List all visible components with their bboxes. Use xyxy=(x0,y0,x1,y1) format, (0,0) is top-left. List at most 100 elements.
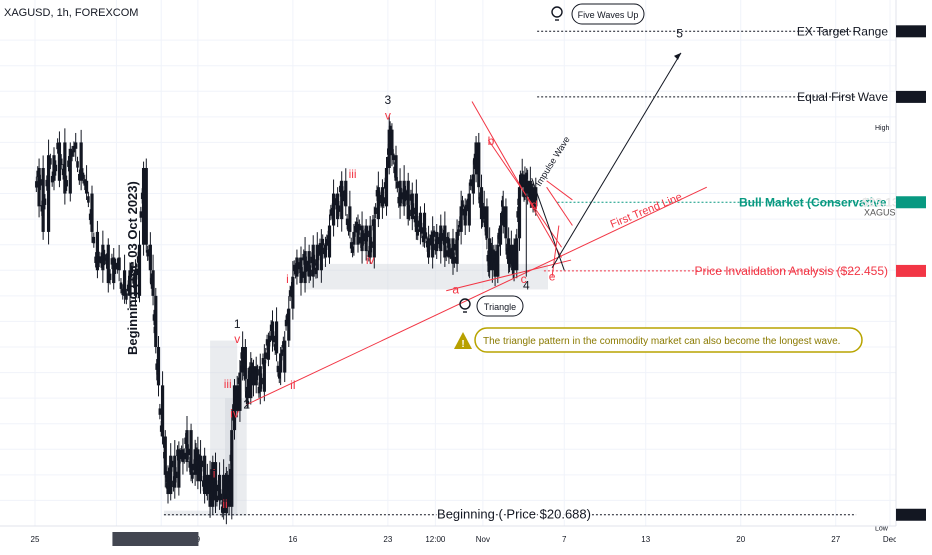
candle-body xyxy=(362,234,365,242)
candle-body xyxy=(321,238,325,246)
candle-body xyxy=(425,240,429,248)
candle-body xyxy=(65,180,68,187)
candle-body xyxy=(133,270,138,296)
candle-body xyxy=(382,197,386,204)
candle-body xyxy=(243,346,247,379)
price-tag-bg xyxy=(897,114,927,127)
candle-body xyxy=(57,142,62,181)
candle-body xyxy=(394,155,398,181)
candle-body xyxy=(517,187,522,239)
candle-body xyxy=(469,179,472,186)
candle-body xyxy=(288,290,292,297)
candle-body xyxy=(220,506,224,513)
invalidation-label: Price Invalidation Analysis ($22.455) xyxy=(695,264,888,278)
candle-body xyxy=(67,160,70,167)
candle-body xyxy=(56,142,59,150)
candle-body xyxy=(178,452,182,460)
candle-body xyxy=(515,238,519,271)
candle-body xyxy=(400,192,403,199)
candle-body xyxy=(182,452,186,460)
wave-label: 4 xyxy=(523,278,530,292)
candle-body xyxy=(514,238,518,246)
candle-body xyxy=(307,251,311,277)
candle-body xyxy=(299,257,303,284)
candle-body xyxy=(305,261,308,268)
candle-body xyxy=(265,339,269,346)
candle-body xyxy=(500,215,503,223)
candle-body xyxy=(59,158,63,165)
candle-body xyxy=(339,185,342,193)
candle-body xyxy=(505,248,509,255)
candle-body xyxy=(291,276,295,309)
candle-body xyxy=(512,244,516,271)
candle-body xyxy=(146,250,149,257)
candle-body xyxy=(473,156,477,164)
candle-body xyxy=(274,321,279,354)
candle-body xyxy=(117,257,121,271)
candle-body xyxy=(88,213,92,221)
candle-body xyxy=(315,244,319,271)
candle-body xyxy=(148,244,152,271)
beginning-price-label: Beginning ( Price $20.688) xyxy=(437,507,591,522)
wave-label: v xyxy=(385,108,391,122)
candle-body xyxy=(482,207,485,214)
candle-body xyxy=(156,373,159,381)
candle-body xyxy=(485,206,489,239)
candle-body xyxy=(224,477,227,484)
candle-body xyxy=(160,385,165,437)
candle-body xyxy=(525,172,529,180)
candle-body xyxy=(207,483,211,491)
candle-body xyxy=(54,164,58,172)
candle-body xyxy=(294,267,297,274)
candle-body xyxy=(344,180,348,207)
candle-body xyxy=(46,155,51,232)
candle-body xyxy=(37,167,41,207)
price-tag-label: Low xyxy=(875,525,889,532)
candle-body xyxy=(239,365,243,372)
candle-body xyxy=(440,232,444,240)
candle-body xyxy=(84,180,89,194)
candle-body xyxy=(144,167,148,245)
candle-body xyxy=(260,377,263,385)
candle-body xyxy=(250,362,253,369)
candle-body xyxy=(187,448,190,456)
wave-label: b xyxy=(488,134,495,148)
wave-label: 5 xyxy=(676,27,683,41)
candle-body xyxy=(201,480,205,487)
candle-body xyxy=(428,238,432,246)
candle-body xyxy=(270,321,275,341)
candle-body xyxy=(103,254,106,261)
candle-body xyxy=(266,340,271,360)
bulb-icon xyxy=(551,6,563,18)
candle-body xyxy=(363,233,367,240)
candle-body xyxy=(97,256,101,263)
candle-body xyxy=(466,198,470,206)
candle-body xyxy=(200,460,204,468)
candle-body xyxy=(185,430,189,463)
candle-body xyxy=(495,254,499,261)
candle-body xyxy=(110,258,114,265)
candle-body xyxy=(116,262,119,270)
candle-body xyxy=(76,161,79,168)
candle-body xyxy=(198,455,203,482)
candle-body xyxy=(164,471,168,478)
candle-body xyxy=(412,207,415,215)
candle-body xyxy=(287,308,291,341)
candle-body xyxy=(343,194,346,202)
candle-body xyxy=(280,349,284,356)
candle-body xyxy=(292,264,296,272)
candle-body xyxy=(462,209,466,216)
triangle-text: Triangle xyxy=(484,302,516,312)
candle-body xyxy=(506,252,510,259)
candle-body xyxy=(530,188,534,195)
candle-body xyxy=(156,346,161,386)
candle-body xyxy=(94,256,97,263)
price-tag-bg xyxy=(896,25,926,38)
candle-body xyxy=(180,450,183,457)
five-waves-up-text: Five Waves Up xyxy=(578,10,639,20)
candle-body xyxy=(194,447,198,454)
candle-body xyxy=(360,225,364,252)
